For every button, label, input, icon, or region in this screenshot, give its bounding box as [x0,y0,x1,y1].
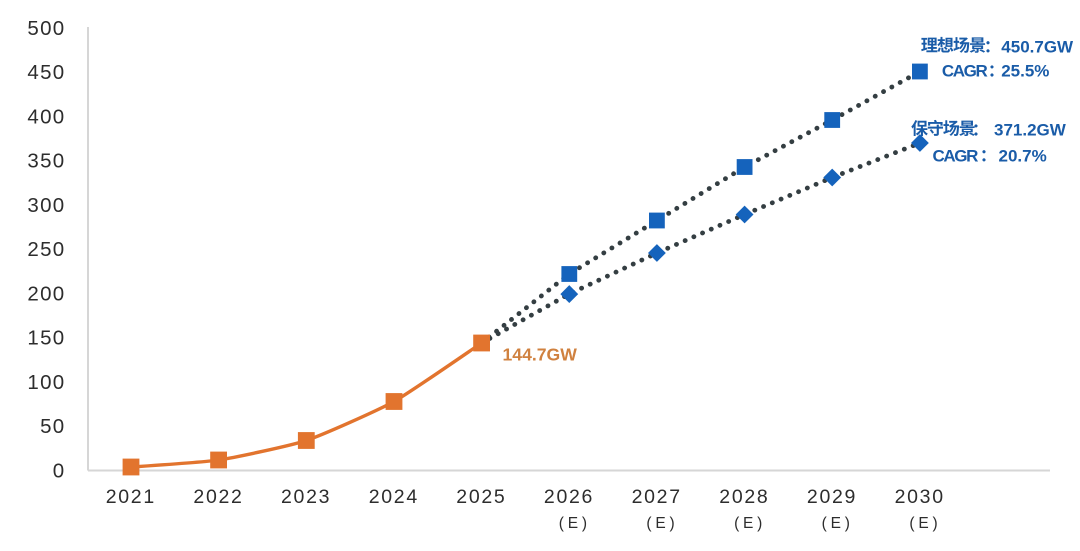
svg-text:50: 50 [40,415,65,438]
svg-text:500: 500 [27,17,65,40]
svg-text:350: 350 [27,150,65,173]
svg-text:450.7GW: 450.7GW [1001,37,1074,56]
svg-text:(E): (E) [822,515,854,532]
svg-text:150: 150 [27,327,65,350]
svg-text:(E): (E) [646,515,678,532]
svg-text:2022: 2022 [193,486,243,508]
svg-text:100: 100 [27,371,65,394]
svg-text:2021: 2021 [106,486,156,508]
svg-text:400: 400 [27,105,65,128]
svg-text:144.7GW: 144.7GW [503,345,578,365]
svg-text:2028: 2028 [719,486,769,508]
svg-text:2024: 2024 [369,486,419,508]
svg-text:0: 0 [53,459,66,482]
svg-text:2030: 2030 [895,486,945,508]
svg-text:2023: 2023 [281,486,331,508]
svg-text:CAGR: CAGR [942,62,988,81]
svg-text:(E): (E) [909,515,941,532]
svg-text:250: 250 [27,238,65,261]
svg-text:2027: 2027 [632,486,682,508]
svg-text:(E): (E) [734,515,766,532]
svg-text:25.5%: 25.5% [1001,62,1049,81]
svg-text:2026: 2026 [544,486,594,508]
svg-text:200: 200 [27,282,65,305]
svg-text:371.2GW: 371.2GW [994,121,1067,140]
svg-text:450: 450 [27,61,65,84]
svg-text:20.7%: 20.7% [999,146,1047,165]
svg-text:300: 300 [27,194,65,217]
svg-text:(E): (E) [559,515,591,532]
svg-text:2025: 2025 [456,486,506,508]
svg-text:CAGR: CAGR [933,146,979,165]
svg-text:2029: 2029 [807,486,857,508]
